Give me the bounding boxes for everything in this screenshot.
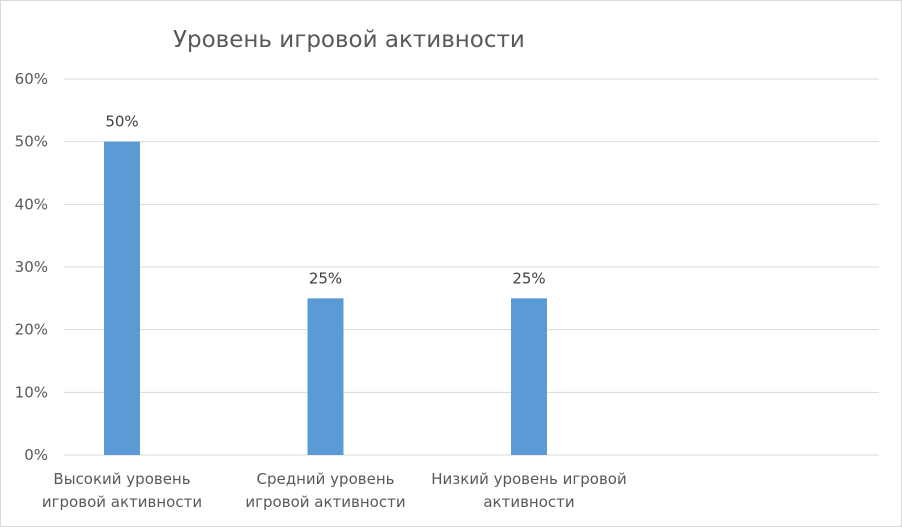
x-category-label: Низкий уровень игровой активности bbox=[429, 468, 629, 514]
x-category-label-line: Средний уровень bbox=[256, 470, 395, 488]
gridlines bbox=[64, 78, 879, 456]
bar bbox=[307, 298, 344, 455]
data-label: 25% bbox=[512, 269, 545, 287]
chart-title: Уровень игровой активности bbox=[173, 27, 525, 53]
x-category-label-line: Высокий уровень bbox=[53, 470, 191, 488]
bar bbox=[104, 141, 140, 455]
y-axis-tick-labels: 0% 10% 20% 30% 40% 50% 60% bbox=[15, 70, 48, 464]
data-label: 50% bbox=[105, 113, 138, 131]
bars bbox=[104, 141, 547, 455]
y-tick-label: 40% bbox=[15, 195, 48, 213]
y-tick-label: 30% bbox=[15, 258, 48, 276]
x-category-label-line: игровой активности bbox=[41, 493, 203, 511]
x-category-label: Высокий уровень игровой активности bbox=[22, 468, 222, 514]
x-category-label-line: Низкий уровень игровой bbox=[431, 470, 627, 488]
y-tick-label: 20% bbox=[15, 321, 48, 339]
y-tick-label: 60% bbox=[15, 70, 48, 88]
data-labels: 50% 25% 25% bbox=[105, 113, 545, 288]
x-category-label-line: активности bbox=[483, 493, 575, 511]
y-tick-label: 10% bbox=[15, 383, 48, 401]
bar bbox=[511, 298, 547, 455]
y-tick-label: 50% bbox=[15, 133, 48, 151]
x-category-label-line: игровой активности bbox=[245, 493, 406, 511]
y-tick-label: 0% bbox=[24, 446, 48, 464]
data-label: 25% bbox=[309, 269, 342, 287]
x-category-label: Средний уровень игровой активности bbox=[226, 468, 426, 514]
